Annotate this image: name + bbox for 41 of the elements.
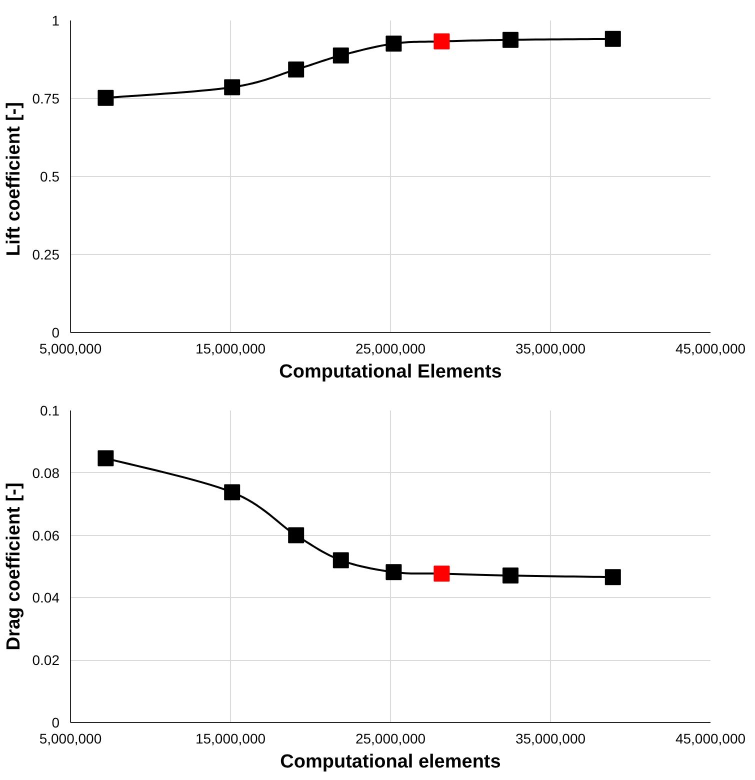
point [386, 564, 402, 580]
y-tick-label: 0.1 [40, 402, 60, 418]
y-axis-title: Lift coefficient [-] [3, 102, 24, 256]
y-tick-label: 0 [52, 714, 60, 730]
point [386, 36, 402, 52]
x-tick-label: 15,000,000 [195, 340, 266, 356]
x-tick-label: 35,000,000 [515, 340, 586, 356]
point [502, 568, 518, 584]
y-tick-label: 0 [52, 324, 60, 340]
x-axis-title: Computational Elements [279, 362, 502, 382]
y-tick-label: 0.04 [32, 590, 60, 606]
point [288, 527, 304, 544]
point [224, 79, 240, 96]
x-tick-label: 35,000,000 [515, 730, 586, 746]
y-tick-label: 0.06 [32, 527, 60, 544]
x-axis-title: Computational elements [280, 752, 501, 772]
x-tick-label: 15,000,000 [195, 730, 266, 746]
x-tick-label: 45,000,000 [675, 340, 746, 356]
point [502, 32, 518, 48]
x-tick-label: 25,000,000 [355, 340, 426, 356]
y-tick-label: 0.02 [32, 652, 60, 668]
y-tick-label: 0.25 [32, 246, 60, 262]
x-tick-label: 5,000,000 [39, 340, 102, 356]
point [434, 33, 450, 50]
point [332, 552, 349, 568]
point [604, 569, 621, 586]
y-tick-label: 1 [52, 12, 60, 28]
point [434, 566, 450, 582]
point [332, 47, 349, 64]
x-tick-label: 25,000,000 [355, 730, 426, 746]
y-tick-label: 0.75 [32, 90, 60, 106]
y-tick-label: 0.5 [40, 168, 60, 184]
x-tick-label: 45,000,000 [675, 730, 746, 746]
y-tick-label: 0.08 [32, 464, 60, 481]
y-axis-title: Drag coefficient [-] [3, 482, 24, 650]
point [224, 484, 240, 500]
x-tick-label: 5,000,000 [39, 730, 102, 746]
point [98, 450, 114, 466]
point [288, 61, 304, 78]
point [604, 30, 621, 47]
point [98, 90, 114, 106]
